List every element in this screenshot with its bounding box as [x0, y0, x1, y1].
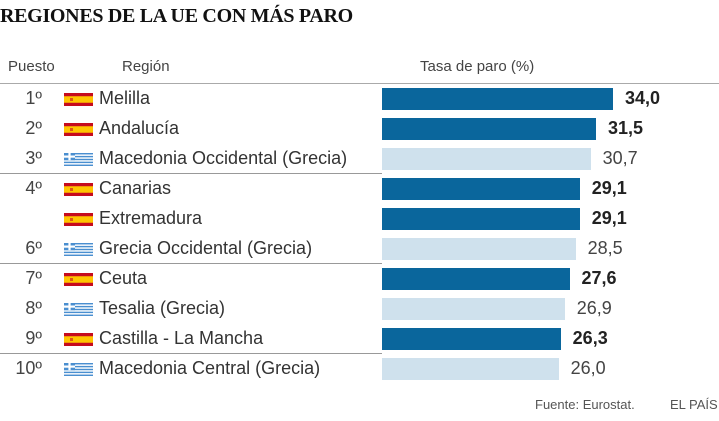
rank-label: 10º: [15, 358, 42, 378]
table-row: 1º Melilla 34,0: [0, 84, 719, 114]
bar: [382, 178, 580, 200]
region-label: Macedonia Occidental (Grecia): [99, 148, 348, 168]
group-divider: [0, 353, 382, 354]
spain-flag-icon: [64, 93, 93, 106]
header-region: Región: [122, 58, 170, 75]
region-label: Extremadura: [99, 208, 203, 228]
bar: [382, 358, 559, 380]
spain-flag-icon: [64, 213, 93, 226]
table-row: 4º Canarias 29,1: [0, 174, 719, 204]
bar: [382, 208, 580, 230]
bar: [382, 118, 596, 140]
rank-label: 2º: [25, 118, 42, 138]
spain-flag-icon: [64, 183, 93, 196]
group-divider: [0, 173, 382, 174]
region-label: Macedonia Central (Grecia): [99, 358, 321, 378]
spain-flag-icon: [64, 123, 93, 136]
bar: [382, 238, 576, 260]
header-rank: Puesto: [8, 58, 55, 75]
table-row: 9º Castilla - La Mancha 26,3: [0, 324, 719, 354]
value-label: 28,5: [587, 238, 623, 258]
greece-flag-icon: [64, 363, 93, 376]
greece-flag-icon: [64, 153, 93, 166]
value-label: 34,0: [625, 88, 661, 108]
header-divider: [0, 83, 719, 84]
value-label: 29,1: [591, 208, 627, 228]
value-label: 30,7: [602, 148, 638, 168]
rank-label: 3º: [25, 148, 42, 168]
rank-label: 1º: [25, 88, 42, 108]
table-row: 8º Tesalia (Grecia) 26,9: [0, 294, 719, 324]
bar: [382, 328, 561, 350]
region-label: Melilla: [99, 88, 151, 108]
source-note: Fuente: Eurostat.: [535, 397, 635, 412]
table-row: 7º Ceuta 27,6: [0, 264, 719, 294]
bar: [382, 148, 591, 170]
rank-label: 4º: [25, 178, 42, 198]
table-row: 10º Macedonia Central (Grecia) 26,0: [0, 354, 719, 384]
value-label: 29,1: [591, 178, 627, 198]
rank-label: 7º: [25, 268, 42, 288]
value-label: 27,6: [581, 268, 617, 288]
chart-title: REGIONES DE LA UE CON MÁS PARO: [0, 5, 353, 27]
region-label: Castilla - La Mancha: [99, 328, 264, 348]
spain-flag-icon: [64, 273, 93, 286]
greece-flag-icon: [64, 243, 93, 256]
value-label: 26,9: [576, 298, 612, 318]
table-row: 3º Macedonia Occidental (Grecia) 30,7: [0, 144, 719, 174]
brand-label: EL PAÍS: [670, 397, 718, 412]
bar: [382, 268, 570, 290]
rank-label: 8º: [25, 298, 42, 318]
region-label: Tesalia (Grecia): [99, 298, 226, 318]
rank-label: 6º: [25, 238, 42, 258]
region-label: Andalucía: [99, 118, 180, 138]
table-row: 6º Grecia Occidental (Grecia) 28,5: [0, 234, 719, 264]
value-label: 26,3: [572, 328, 608, 348]
header-rate: Tasa de paro (%): [420, 58, 535, 75]
region-label: Canarias: [99, 178, 172, 198]
table-row: Extremadura 29,1: [0, 204, 719, 234]
group-divider: [0, 263, 382, 264]
bar: [382, 298, 565, 320]
region-label: Ceuta: [99, 268, 148, 288]
value-label: 31,5: [608, 118, 644, 138]
rank-label: 9º: [25, 328, 42, 348]
bar: [382, 88, 613, 110]
value-label: 26,0: [570, 358, 606, 378]
greece-flag-icon: [64, 303, 93, 316]
region-label: Grecia Occidental (Grecia): [99, 238, 313, 258]
spain-flag-icon: [64, 333, 93, 346]
table-row: 2º Andalucía 31,5: [0, 114, 719, 144]
